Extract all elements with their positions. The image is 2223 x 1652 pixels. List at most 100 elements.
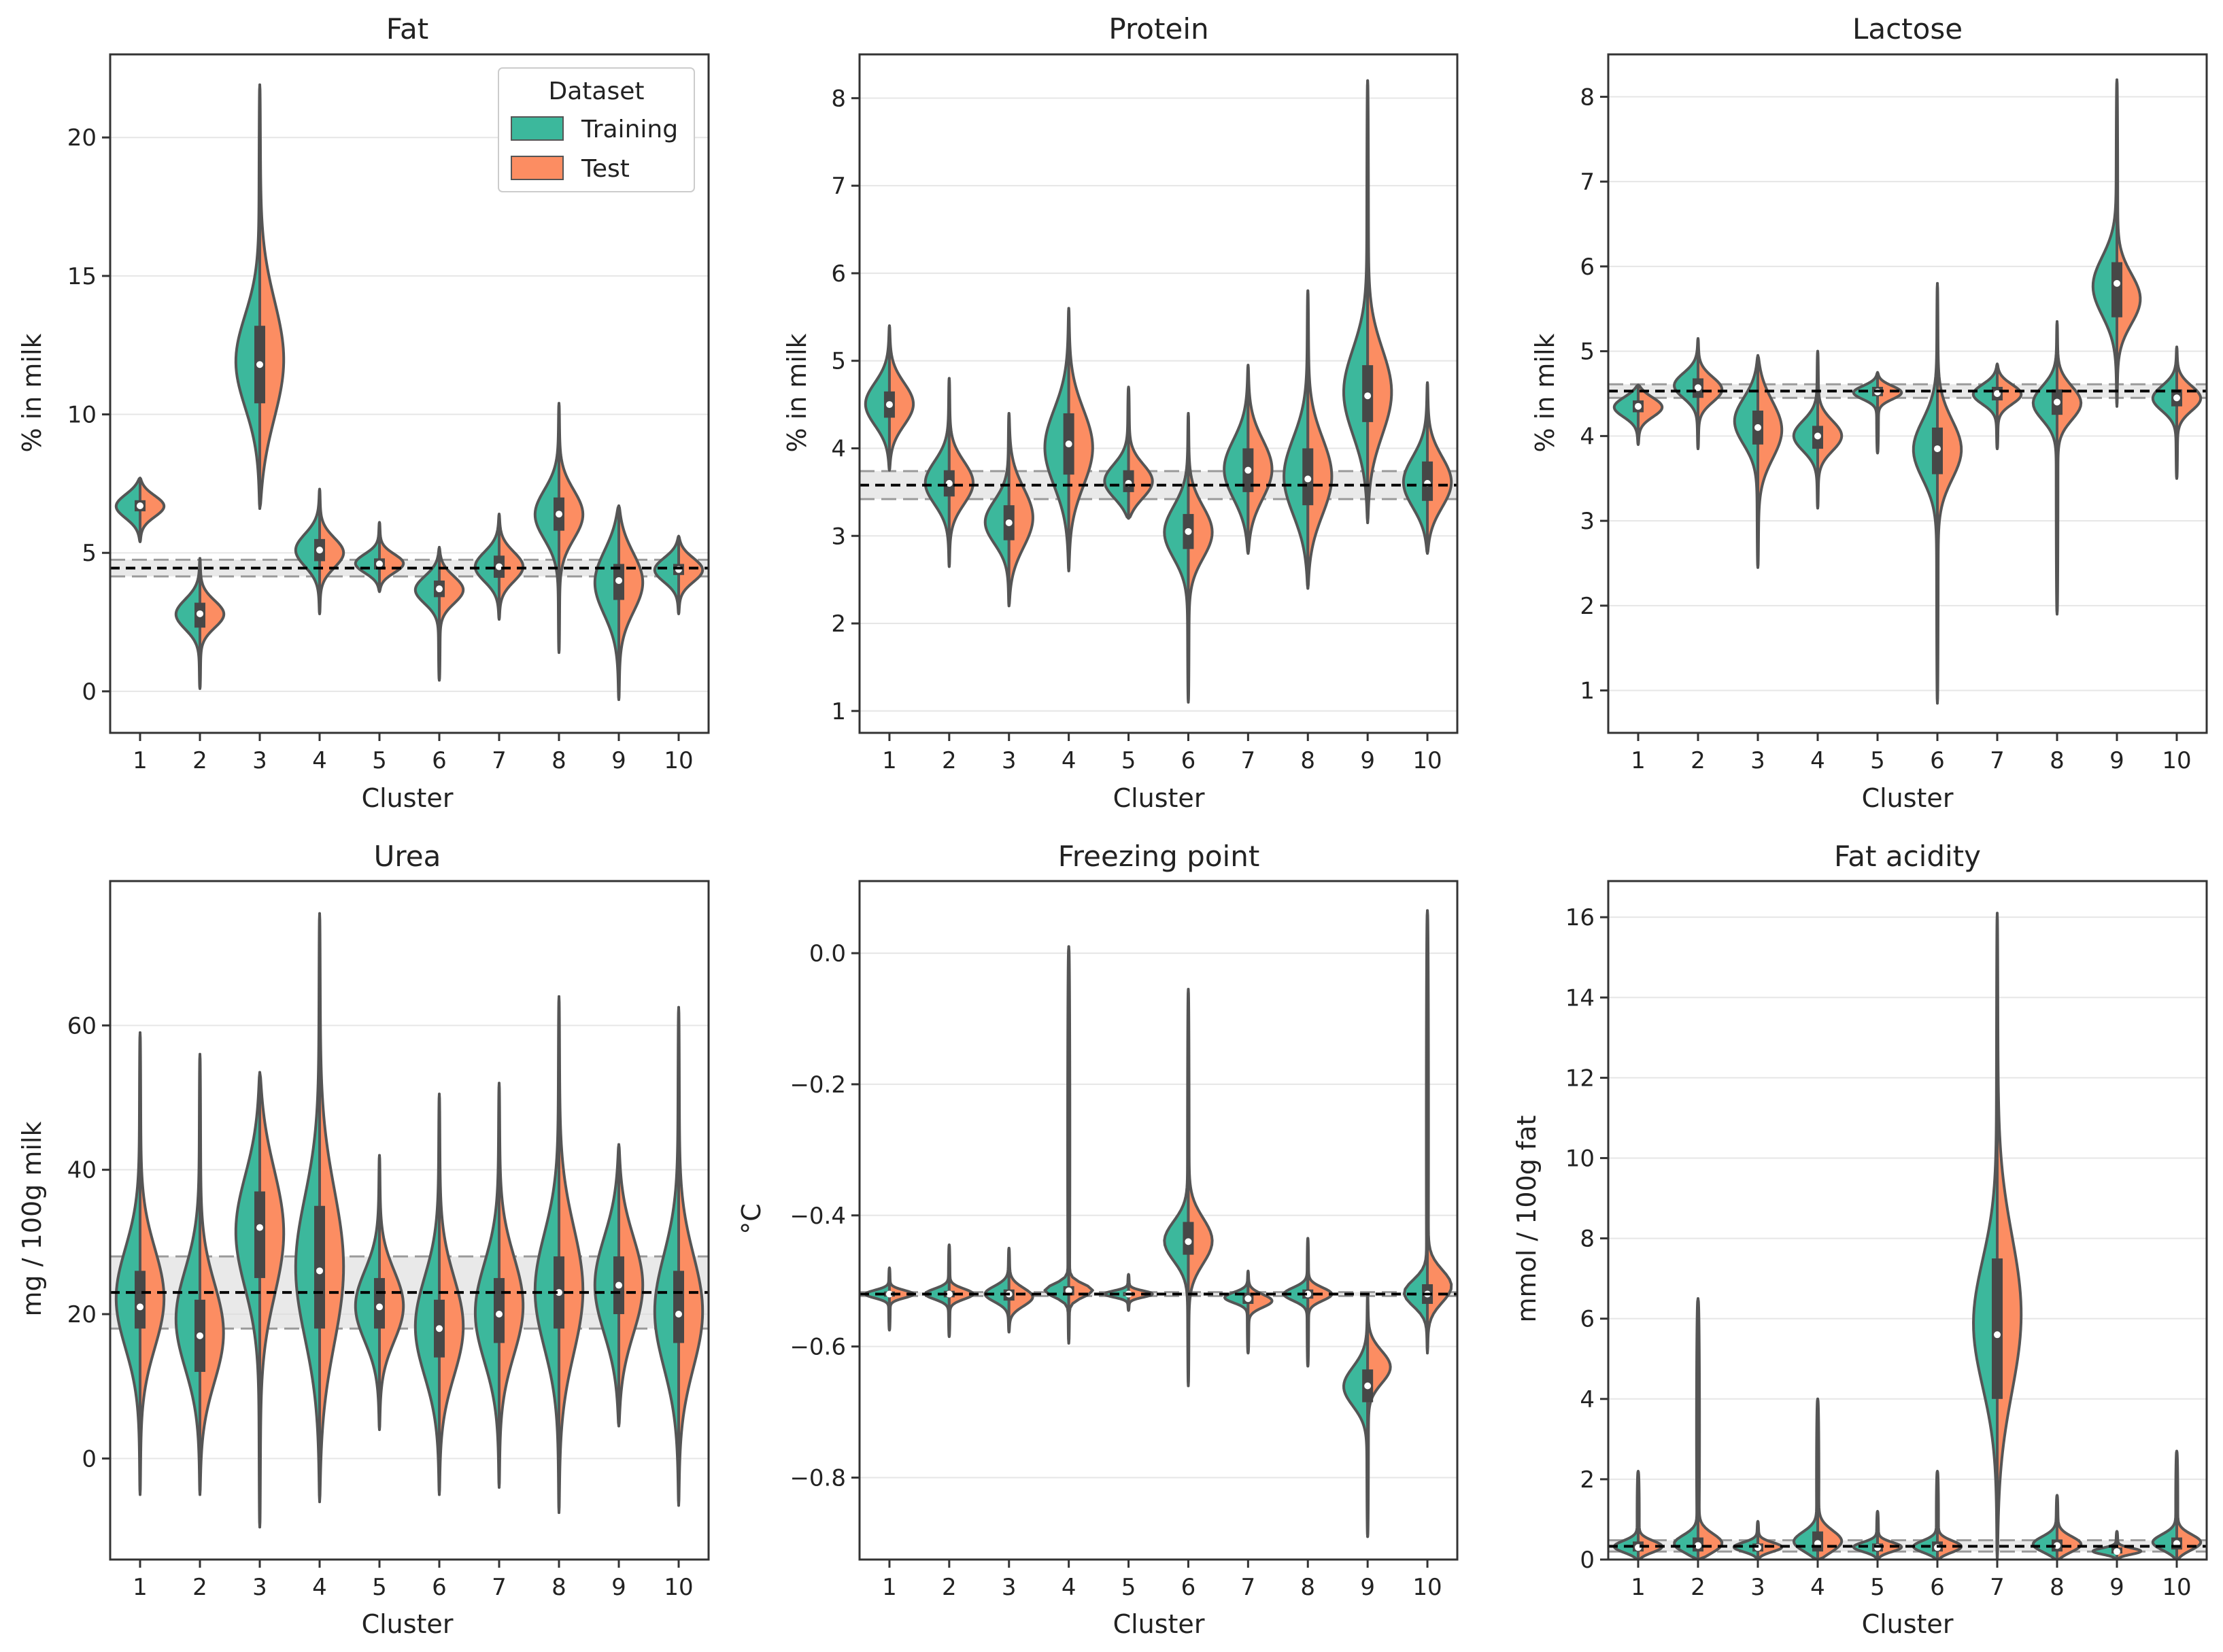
violin-test-cluster-4 bbox=[1067, 307, 1094, 572]
panel-protein: Protein Cluster % in milk 1 2 3 4 5 6 7 8 1 2 3 4 5 6… bbox=[782, 12, 1459, 813]
median-marker-cluster-5 bbox=[376, 1303, 383, 1311]
violin-test-cluster-3 bbox=[258, 1071, 286, 1529]
median-marker-cluster-1 bbox=[1635, 402, 1642, 410]
y-tick-label: 10 bbox=[1565, 1145, 1595, 1172]
legend-label-training: Training bbox=[581, 116, 678, 143]
y-tick-label: 0.0 bbox=[809, 940, 846, 967]
x-tick-label: 9 bbox=[2109, 1574, 2124, 1601]
violin-test-cluster-8 bbox=[2056, 320, 2083, 616]
violin-test-cluster-3 bbox=[1007, 411, 1034, 608]
median-marker-cluster-6 bbox=[436, 1325, 443, 1332]
iqr-box-cluster-1 bbox=[135, 1271, 146, 1329]
x-tick-label: 1 bbox=[133, 747, 148, 774]
panel-title: Fat acidity bbox=[1834, 840, 1981, 873]
violin-training-cluster-7 bbox=[473, 513, 500, 621]
median-marker-cluster-8 bbox=[2054, 398, 2060, 406]
x-tick-label: 3 bbox=[1750, 1574, 1765, 1601]
x-tick-label: 7 bbox=[492, 747, 507, 774]
x-tick-label: 5 bbox=[372, 747, 387, 774]
violin-test-cluster-9 bbox=[2116, 78, 2142, 408]
y-tick-label: 0 bbox=[82, 678, 97, 706]
legend-swatch-test bbox=[511, 156, 564, 180]
x-tick-label: 4 bbox=[312, 747, 327, 774]
y-axis-label: mg / 100g milk bbox=[17, 1122, 47, 1317]
y-tick-label: 0 bbox=[1580, 1547, 1595, 1574]
median-marker-cluster-4 bbox=[1065, 441, 1072, 448]
median-marker-cluster-7 bbox=[1994, 1331, 2001, 1339]
y-tick-label: 7 bbox=[831, 173, 846, 200]
x-tick-label: 2 bbox=[192, 1574, 207, 1601]
x-tick-label: 6 bbox=[1930, 747, 1945, 774]
x-tick-label: 4 bbox=[1062, 747, 1076, 774]
y-tick-label: 6 bbox=[1580, 254, 1595, 281]
x-tick-label: 1 bbox=[1631, 747, 1646, 774]
y-tick-label: 3 bbox=[1580, 508, 1595, 535]
median-marker-cluster-4 bbox=[1065, 1287, 1072, 1294]
violin-test-cluster-4 bbox=[1067, 945, 1094, 1345]
median-marker-cluster-4 bbox=[316, 547, 323, 554]
violin-test-cluster-8 bbox=[558, 402, 585, 654]
violin-training-cluster-4 bbox=[1043, 307, 1070, 572]
x-tick-label: 1 bbox=[1631, 1574, 1646, 1601]
x-tick-label: 1 bbox=[133, 1574, 148, 1601]
median-marker-cluster-3 bbox=[256, 1224, 263, 1231]
violin-test-cluster-4 bbox=[318, 487, 345, 615]
x-tick-label: 4 bbox=[1062, 1574, 1076, 1601]
median-marker-cluster-1 bbox=[885, 401, 893, 409]
y-tick-label: 4 bbox=[831, 435, 846, 462]
x-tick-label: 6 bbox=[432, 747, 447, 774]
median-marker-cluster-4 bbox=[1814, 432, 1821, 440]
median-marker-cluster-7 bbox=[1244, 1295, 1252, 1303]
violin-test-cluster-10 bbox=[1426, 909, 1453, 1355]
x-tick-label: 4 bbox=[1810, 1574, 1825, 1601]
y-tick-label: 10 bbox=[67, 402, 97, 429]
x-tick-label: 1 bbox=[882, 747, 897, 774]
violin-test-cluster-5 bbox=[378, 1154, 405, 1431]
median-marker-cluster-10 bbox=[675, 1311, 682, 1318]
panel-fat: Fat Cluster % in milk 0 5 10 15 20 1 2 3 4 5 6 7 8 9 1… bbox=[17, 12, 710, 813]
x-tick-label: 7 bbox=[1241, 747, 1256, 774]
axes-frame bbox=[858, 880, 1459, 1561]
violin-training-cluster-9 bbox=[593, 1143, 620, 1428]
median-marker-cluster-9 bbox=[615, 1281, 622, 1289]
y-axis-label: % in milk bbox=[17, 333, 47, 452]
x-tick-label: 8 bbox=[2050, 747, 2065, 774]
violin-training-cluster-10 bbox=[653, 534, 680, 615]
x-tick-label: 2 bbox=[1691, 1574, 1706, 1601]
x-tick-label: 9 bbox=[2109, 747, 2124, 774]
x-tick-label: 3 bbox=[1750, 747, 1765, 774]
violin-test-cluster-10 bbox=[2175, 1449, 2203, 1561]
violin-test-cluster-1 bbox=[887, 324, 915, 472]
y-tick-label: 2 bbox=[831, 610, 846, 638]
panel-title: Freezing point bbox=[1058, 840, 1260, 873]
x-axis-label: Cluster bbox=[362, 1609, 454, 1639]
y-tick-label: 5 bbox=[82, 540, 97, 567]
violin-test-cluster-3 bbox=[1757, 354, 1784, 569]
y-tick-label: 20 bbox=[67, 124, 97, 152]
x-tick-label: 4 bbox=[312, 1574, 327, 1601]
violin-test-cluster-2 bbox=[199, 557, 226, 690]
violin-test-cluster-1 bbox=[1637, 1470, 1664, 1561]
x-axis-label: Cluster bbox=[362, 783, 454, 813]
panel-lactose: Lactose Cluster % in milk 1 2 3 4 5 6 7 8 1 2 3 4 5 6… bbox=[1530, 12, 2208, 813]
violin-test-cluster-3 bbox=[258, 83, 286, 511]
x-tick-label: 1 bbox=[882, 1574, 897, 1601]
median-marker-cluster-7 bbox=[1244, 466, 1252, 474]
iqr-box-cluster-4 bbox=[314, 1205, 325, 1329]
x-tick-label: 5 bbox=[1121, 747, 1136, 774]
y-axis-label: mmol / 100g fat bbox=[1512, 1115, 1542, 1322]
legend-title: Dataset bbox=[549, 78, 645, 105]
panel-title: Protein bbox=[1108, 12, 1208, 46]
median-marker-cluster-4 bbox=[316, 1267, 323, 1275]
x-tick-label: 5 bbox=[372, 1574, 387, 1601]
violin-test-cluster-9 bbox=[1366, 1292, 1392, 1538]
violin-test-cluster-8 bbox=[558, 995, 585, 1514]
y-tick-label: 20 bbox=[67, 1301, 97, 1328]
median-marker-cluster-7 bbox=[496, 1311, 503, 1318]
x-tick-label: 10 bbox=[1412, 747, 1442, 774]
violin-test-cluster-10 bbox=[2175, 345, 2203, 480]
y-tick-label: 16 bbox=[1565, 904, 1595, 931]
violin-test-cluster-2 bbox=[199, 1052, 225, 1496]
violin-test-cluster-5 bbox=[1127, 1273, 1154, 1312]
violin-test-cluster-1 bbox=[139, 1031, 166, 1496]
